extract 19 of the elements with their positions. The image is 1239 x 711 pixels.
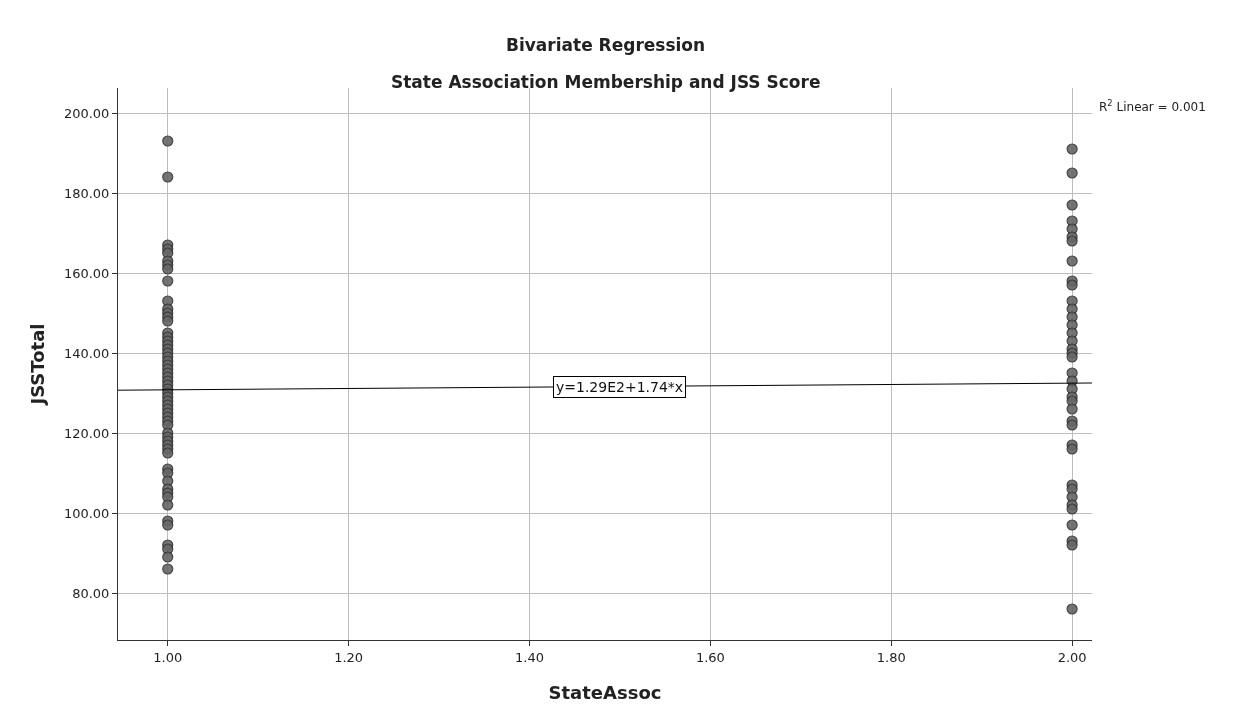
x-tick-label: 1.80 [876, 649, 906, 665]
x-tick-label: 1.40 [515, 649, 544, 665]
chart-subtitle: State Association Membership and JSS Score [391, 72, 821, 92]
chart-title: Bivariate Regression [506, 35, 706, 55]
y-tick-label: 120.00 [63, 425, 110, 441]
text: R$^{2}$ Linear = 0.001 [1099, 98, 1206, 115]
y-tick-label: 100.00 [63, 505, 110, 521]
x-tick-label: 1.20 [334, 649, 364, 665]
y-tick-label: 80.00 [72, 585, 110, 601]
annotation: y=1.29E2+1.74*x [556, 379, 684, 395]
y-tick-label: 140.00 [63, 345, 110, 361]
y-tick-label: 160.00 [63, 265, 110, 281]
y-tick-label: 180.00 [63, 185, 110, 201]
x-tick-label: 1.00 [153, 649, 183, 665]
x-tick-label: 2.00 [1057, 649, 1087, 665]
y-tick-label: 200.00 [63, 105, 110, 121]
x-axis-title: StateAssoc [548, 681, 662, 703]
x-tick-label: 1.60 [695, 649, 725, 665]
y-axis-title: JSSTotal [27, 323, 49, 407]
